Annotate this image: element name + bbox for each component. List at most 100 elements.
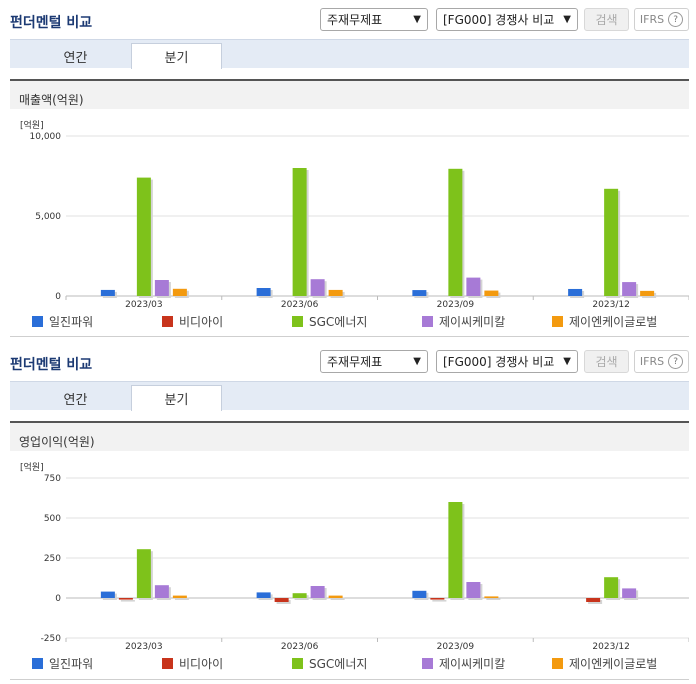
legend-item[interactable]: 일진파워 (32, 313, 93, 330)
legend-item[interactable]: 제이엔케이글로벌 (552, 655, 657, 672)
legend-swatch (422, 658, 433, 669)
legend-item[interactable]: 일진파워 (32, 655, 93, 672)
bar[interactable] (328, 595, 343, 598)
legend-label: 제이씨케미칼 (439, 657, 506, 671)
ifrs-button[interactable]: IFRS? (634, 350, 689, 373)
section-header: 펀더멘털 비교 주재무제표 ▼ [FG000] 경쟁사 비교 ▼ 검색 IFRS? (0, 0, 696, 32)
bar[interactable] (310, 279, 325, 296)
bar[interactable] (154, 585, 169, 598)
legend-swatch (422, 316, 433, 327)
chevron-down-icon: ▼ (563, 14, 571, 25)
bar[interactable] (640, 290, 655, 296)
legend-label: 제이엔케이글로벌 (569, 315, 658, 329)
bar[interactable] (412, 290, 427, 296)
bar[interactable] (118, 598, 133, 600)
bar[interactable] (136, 549, 151, 598)
legend-item[interactable]: 제이씨케미칼 (422, 655, 505, 672)
bar-shadow (174, 597, 189, 600)
legend-item[interactable]: SGC에너지 (292, 313, 367, 330)
bar[interactable] (622, 588, 637, 598)
divider (10, 679, 689, 680)
y-tick-label: 0 (55, 292, 61, 302)
bar[interactable] (448, 168, 463, 296)
tab-annual[interactable]: 연간 (63, 50, 88, 66)
legend-item[interactable]: 비디아이 (162, 655, 223, 672)
tab-quarterly[interactable]: 분기 (131, 43, 222, 69)
fundamental-section-operating-profit: 펀더멘털 비교 주재무제표 ▼ [FG000] 경쟁사 비교 ▼ 검색 IFRS? (0, 342, 696, 374)
peer-group-select-value: [FG000] 경쟁사 비교 (443, 13, 555, 27)
sales-bar-chart: 0 5,000 10,000 2023/03 2023/06 2023/09 2023/12 (30, 132, 689, 308)
section-title: 펀더멘털 비교 (10, 15, 93, 31)
legend-label: 비디아이 (179, 315, 224, 329)
bar[interactable] (136, 177, 151, 296)
bar[interactable] (172, 288, 187, 296)
bar[interactable] (328, 289, 343, 296)
statement-select[interactable]: 주재무제표 ▼ (320, 8, 428, 31)
bar[interactable] (256, 592, 271, 598)
bar[interactable] (172, 595, 187, 598)
bar[interactable] (448, 502, 463, 598)
ifrs-label: IFRS (639, 355, 665, 368)
x-tick-label: 2023/06 (281, 300, 319, 308)
operating-profit-bar-chart: -250 0 250 500 750 2023/03 2023/06 2023/09 2023/… (41, 474, 689, 652)
panel-title: 매출액(억원) (10, 79, 689, 109)
bar[interactable] (466, 582, 481, 598)
bar[interactable] (100, 289, 115, 296)
bar[interactable] (100, 591, 115, 598)
y-tick-label: -250 (41, 634, 62, 644)
bar[interactable] (412, 590, 427, 598)
peer-group-select[interactable]: [FG000] 경쟁사 비교 ▼ (436, 350, 578, 373)
bar[interactable] (484, 596, 499, 598)
legend-swatch (552, 658, 563, 669)
period-tabs: 연간 분기 (10, 381, 689, 411)
bar[interactable] (292, 168, 307, 296)
chart-legend: 일진파워 비디아이 SGC에너지 제이씨케미칼 제이엔케이글로벌 (10, 655, 689, 677)
legend-swatch (32, 658, 43, 669)
bar[interactable] (622, 282, 637, 296)
legend-item[interactable]: 제이씨케미칼 (422, 313, 505, 330)
bar-shadow (120, 600, 135, 602)
legend-item[interactable]: 제이엔케이글로벌 (552, 313, 657, 330)
tab-quarterly[interactable]: 분기 (131, 385, 222, 411)
bar[interactable] (310, 586, 325, 598)
y-unit-label: [억원] (20, 463, 44, 473)
x-tick-label: 2023/06 (281, 642, 319, 652)
chevron-down-icon: ▼ (563, 356, 571, 367)
search-button[interactable]: 검색 (584, 8, 629, 31)
x-tick-label: 2023/03 (125, 300, 162, 308)
legend-label: 일진파워 (49, 657, 94, 671)
peer-group-select-value: [FG000] 경쟁사 비교 (443, 355, 555, 369)
bar[interactable] (484, 290, 499, 296)
bar[interactable] (466, 277, 481, 296)
y-tick-label: 10,000 (30, 132, 62, 142)
statement-select[interactable]: 주재무제표 ▼ (320, 350, 428, 373)
bar[interactable] (568, 288, 583, 296)
peer-group-select[interactable]: [FG000] 경쟁사 비교 ▼ (436, 8, 578, 31)
tab-annual[interactable]: 연간 (63, 392, 88, 408)
bar[interactable] (604, 577, 619, 598)
y-tick-label: 500 (44, 514, 61, 524)
bar[interactable] (604, 188, 619, 296)
bar[interactable] (256, 288, 271, 296)
legend-item[interactable]: SGC에너지 (292, 655, 367, 672)
legend-label: 제이엔케이글로벌 (569, 657, 658, 671)
legend-swatch (162, 316, 173, 327)
bar[interactable] (292, 593, 307, 598)
ifrs-button[interactable]: IFRS? (634, 8, 689, 31)
bar-shadow (486, 598, 501, 600)
legend-label: SGC에너지 (309, 657, 368, 671)
bar-shadow (432, 600, 447, 602)
chart-legend: 일진파워 비디아이 SGC에너지 제이씨케미칼 제이엔케이글로벌 (10, 313, 689, 335)
section-header: 펀더멘털 비교 주재무제표 ▼ [FG000] 경쟁사 비교 ▼ 검색 IFRS? (0, 342, 696, 374)
period-tabs: 연간 분기 (10, 39, 689, 69)
bar[interactable] (430, 598, 445, 600)
bar[interactable] (154, 280, 169, 296)
legend-item[interactable]: 비디아이 (162, 313, 223, 330)
bar[interactable] (274, 598, 289, 602)
bar[interactable] (586, 598, 601, 602)
statement-select-value: 주재무제표 (327, 355, 383, 369)
legend-swatch (292, 658, 303, 669)
search-button[interactable]: 검색 (584, 350, 629, 373)
legend-label: 제이씨케미칼 (439, 315, 506, 329)
chevron-down-icon: ▼ (413, 14, 421, 25)
